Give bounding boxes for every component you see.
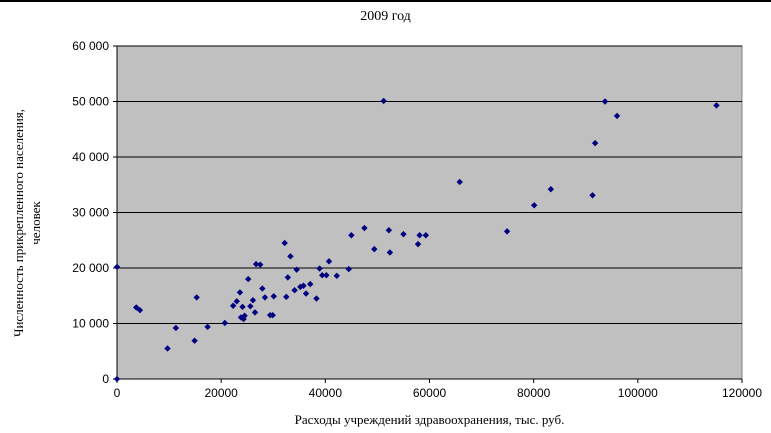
data-point xyxy=(236,289,244,296)
x-axis-label: Расходы учреждений здравоохранения, тыс.… xyxy=(294,412,565,427)
data-point xyxy=(221,319,229,327)
data-point xyxy=(172,324,180,332)
chart-title: 2009 год xyxy=(360,9,411,24)
data-point xyxy=(229,302,237,309)
top-rule xyxy=(0,0,771,2)
data-point xyxy=(414,240,422,248)
data-point xyxy=(713,102,720,109)
data-point xyxy=(307,280,314,288)
data-point xyxy=(371,245,378,253)
y-tick-label: 20 000 xyxy=(72,261,109,275)
data-point xyxy=(249,296,257,304)
y-tick-label: 10 000 xyxy=(72,317,109,331)
data-point xyxy=(293,266,300,273)
data-point xyxy=(287,253,294,260)
data-point xyxy=(547,185,555,193)
data-point xyxy=(241,312,248,319)
data-point xyxy=(164,345,171,352)
data-point xyxy=(361,224,368,232)
data-point xyxy=(113,375,121,383)
x-tick-label: 80000 xyxy=(517,386,551,400)
data-point xyxy=(348,232,355,239)
data-point xyxy=(400,230,407,238)
data-point xyxy=(252,260,260,268)
data-point xyxy=(319,272,326,279)
x-tick-label: 100000 xyxy=(618,386,658,400)
data-point xyxy=(601,98,609,105)
data-point xyxy=(269,311,276,319)
x-tick-label: 40000 xyxy=(309,386,343,400)
data-point xyxy=(316,265,323,272)
data-point xyxy=(204,323,211,331)
data-point xyxy=(233,298,240,305)
data-point xyxy=(239,303,246,311)
data-point xyxy=(325,258,333,265)
data-point xyxy=(284,274,292,281)
data-point xyxy=(591,139,599,147)
data-point xyxy=(333,272,340,279)
data-point xyxy=(283,293,290,301)
x-tick-label: 20000 xyxy=(204,386,238,400)
data-point xyxy=(613,112,621,120)
y-tick-label: 60 000 xyxy=(72,39,109,53)
data-point xyxy=(136,306,144,314)
data-point xyxy=(291,287,298,294)
data-point xyxy=(259,285,266,292)
data-point xyxy=(270,293,277,300)
data-point xyxy=(380,97,387,105)
y-tick-label: 50 000 xyxy=(72,95,109,109)
data-point xyxy=(245,275,252,283)
data-point xyxy=(300,282,307,289)
data-point xyxy=(261,294,269,301)
data-point xyxy=(247,303,254,310)
data-point xyxy=(456,178,463,186)
data-point xyxy=(345,265,352,273)
y-tick-label: 0 xyxy=(102,372,109,386)
data-point xyxy=(257,261,264,268)
data-point xyxy=(240,315,247,323)
data-point xyxy=(422,232,430,239)
x-tick-label: 0 xyxy=(114,386,121,400)
data-point xyxy=(113,263,121,271)
data-point xyxy=(133,304,140,311)
x-tick-label: 60000 xyxy=(413,386,447,400)
data-point xyxy=(386,249,394,256)
data-point xyxy=(191,337,198,344)
data-point xyxy=(416,232,423,239)
data-point xyxy=(193,294,200,301)
data-point xyxy=(503,228,511,235)
data-point xyxy=(302,290,310,297)
data-point xyxy=(281,239,288,247)
data-point xyxy=(251,309,259,316)
data-point xyxy=(385,227,393,234)
data-point xyxy=(323,272,330,279)
data-point xyxy=(530,202,538,209)
y-tick-label: 40 000 xyxy=(72,150,109,164)
data-point xyxy=(313,295,320,302)
y-tick-label: 30 000 xyxy=(72,206,109,220)
x-tick-label: 120000 xyxy=(722,386,762,400)
data-point xyxy=(589,192,596,199)
